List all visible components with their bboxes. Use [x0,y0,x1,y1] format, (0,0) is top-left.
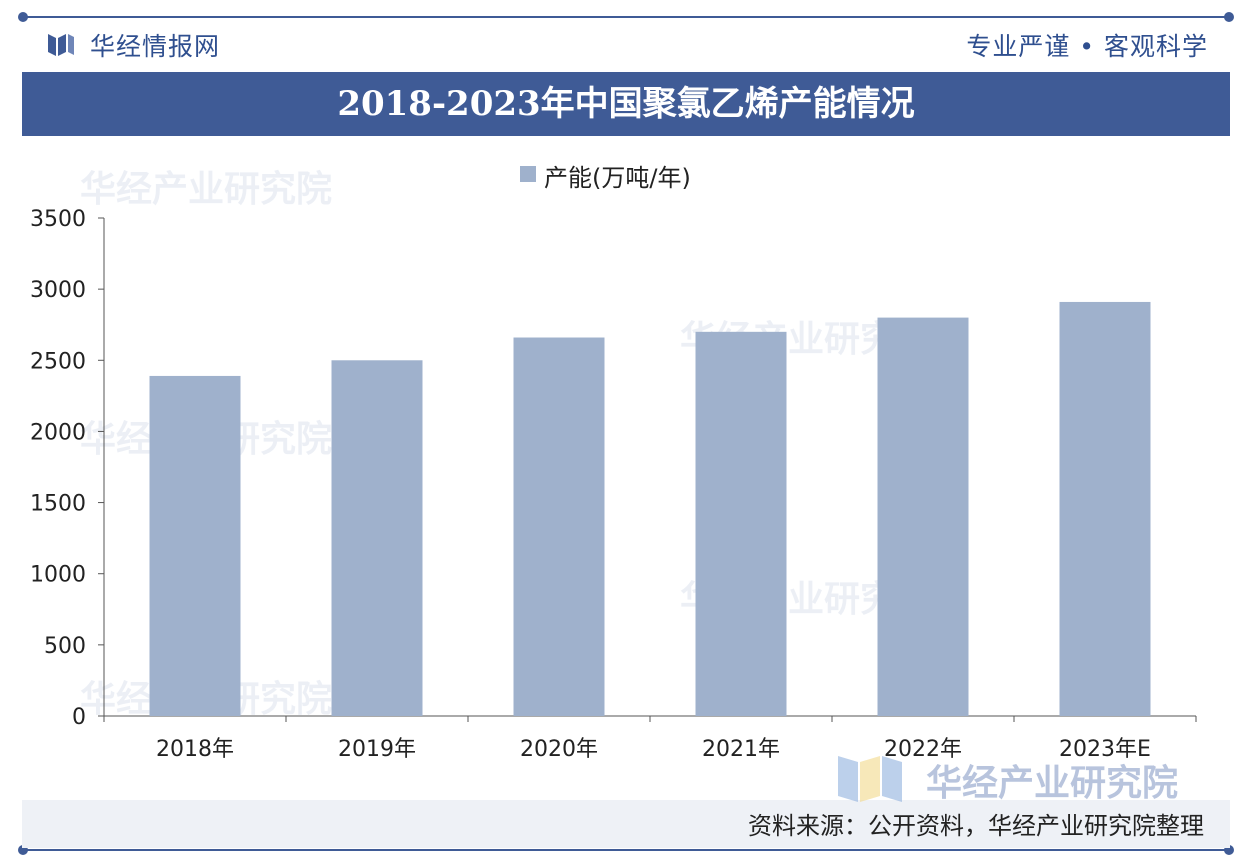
bar [1059,301,1151,716]
footer-band [22,800,1230,848]
watermark: 华经产业研究院 [80,169,333,210]
x-tick-label: 2022年 [884,737,962,762]
legend-swatch [520,166,536,182]
y-tick-label: 2500 [30,349,86,374]
y-tick-label: 3000 [30,278,86,303]
chart-title: 2018-2023年中国聚氯乙烯产能情况 [22,72,1230,136]
bar [695,331,787,716]
top-left-dot [18,12,28,22]
source-note: 资料来源：公开资料，华经产业研究院整理 [748,812,1204,840]
x-tick-label: 2021年 [702,737,780,762]
x-tick-label: 2020年 [520,737,598,762]
top-border-line [22,16,1230,18]
bottom-right-dot [1224,845,1234,855]
x-tick-label: 2023年E [1059,737,1151,762]
x-tick-label: 2018年 [156,737,234,762]
brand-name: 华经情报网 [90,32,221,61]
y-tick-label: 1500 [30,492,86,517]
legend-label: 产能(万吨/年) [544,164,691,192]
bar [513,337,605,716]
corner-logo-icon [838,756,902,802]
brand-logo-icon [48,34,74,56]
bar [877,317,969,716]
bottom-border-line [22,849,1230,851]
bottom-left-dot [18,845,28,855]
bar [331,360,423,716]
y-tick-label: 500 [44,634,86,659]
top-right-dot [1224,12,1234,22]
y-tick-label: 3500 [30,207,86,232]
y-tick-label: 0 [72,705,86,730]
y-tick-label: 1000 [30,563,86,588]
corner-brand-text: 华经产业研究院 [926,763,1179,804]
header: 华经情报网 专业严谨 • 客观科学 [22,18,1230,70]
x-tick-label: 2019年 [338,737,416,762]
corner-brand: 华经产业研究院 [838,752,1238,806]
slogan: 专业严谨 • 客观科学 [966,32,1208,61]
y-tick-label: 2000 [30,420,86,445]
bar [149,375,241,716]
